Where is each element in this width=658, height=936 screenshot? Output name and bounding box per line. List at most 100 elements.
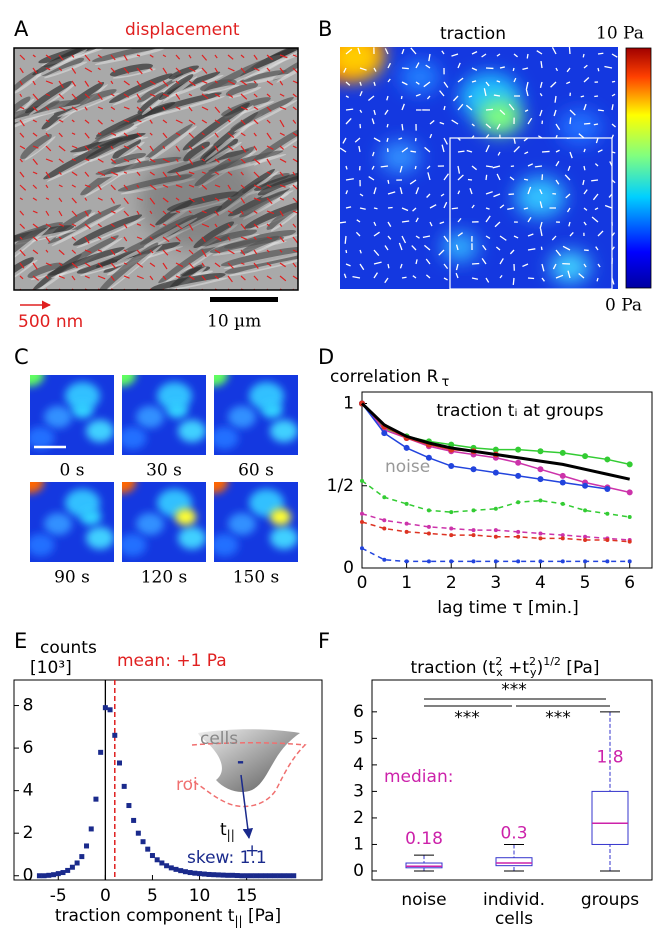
traction-arrow [443,105,446,111]
x-tick-label: groups [581,890,639,910]
disp-arrow [149,210,153,215]
cell-halo [153,277,229,290]
point [538,498,543,503]
blob [136,405,164,429]
traction-arrow [415,93,421,97]
disp-arrow [253,93,258,98]
traction-arrow [345,117,352,125]
disp-arrow [45,132,50,137]
traction-arrow [465,104,473,111]
disp-arrow [162,54,167,58]
traction-arrow [496,80,501,83]
x-tick-label: 5 [147,886,158,906]
annotation: traction tᵢ at groups [436,401,603,421]
plot-frame [371,679,653,881]
disp-arrow [110,145,114,150]
frame [214,375,298,455]
blob [214,533,239,557]
traction-arrow [412,207,417,212]
point [36,873,42,879]
frame-label: 120 s [141,568,188,588]
disp-arrow [227,54,234,60]
disp-arrow [45,275,49,280]
blob [122,426,147,450]
traction-arrow [540,246,543,251]
disp-arrow [19,210,25,216]
disp-arrow [253,158,261,165]
traction-arrow [468,95,473,98]
point [206,871,212,877]
disp-arrow [292,184,298,190]
traction-arrow [386,95,389,101]
traction-arrow [457,62,461,69]
y-tick-label: 1 [353,834,364,854]
disp-arrow [149,171,155,176]
traction-arrow [482,244,487,251]
point [131,817,137,823]
skew-label: skew: 1.1 [187,848,267,868]
blob [136,512,164,536]
disp-arrow [97,210,102,215]
traction-arrow [457,190,461,195]
frame [122,482,206,562]
traction-arrow [451,119,459,125]
point [403,444,410,451]
disp-arrow [136,171,141,176]
frame-label: 30 s [146,461,182,481]
disp-arrow [136,249,142,255]
disp-arrow [123,80,130,86]
disp-arrow [136,210,140,215]
disp-arrow [253,197,261,202]
blob [122,533,147,557]
point [560,501,565,506]
disp-arrow [253,80,257,84]
disp-arrow [279,54,288,59]
disp-arrow [32,54,36,58]
disp-arrow [19,106,25,110]
cell [91,48,162,62]
traction-arrow [426,165,431,170]
point [537,476,544,483]
traction-arrow [471,277,479,280]
disp-arrow [292,145,297,149]
traction-arrow [354,137,361,143]
disp-arrow [19,236,23,240]
traction-arrow [358,145,361,153]
traction-arrow [583,221,587,226]
disp-arrow [292,132,298,137]
traction-arrow [509,176,515,181]
cell [230,96,294,130]
traction-arrow [555,179,560,185]
traction-arrow [497,151,501,156]
traction-arrow [539,81,543,88]
cell-halo [223,250,298,270]
disp-arrow [279,119,285,128]
traction-arrow [373,249,380,257]
colorbar-max: 10 Pa [596,24,644,44]
disp-arrow [58,54,64,61]
disp-arrow [201,249,207,257]
disp-arrow [84,67,93,73]
point [60,870,66,876]
blob [72,401,93,419]
point [360,511,364,516]
disp-arrow [279,210,284,217]
cell [158,74,194,101]
traction-arrow [552,263,557,270]
t: 1/2 [543,655,561,668]
disp-arrow [84,132,90,139]
traction-arrow [398,242,403,251]
disp-arrow [214,275,219,280]
blob [380,141,420,173]
y-axis-unit: [10³] [30,658,72,678]
point [102,705,108,711]
disp-arrow [84,262,91,268]
traction-arrow [455,244,459,251]
disp-arrow [240,67,246,74]
point [404,559,409,564]
traction-arrow [386,123,389,128]
blob [228,405,256,429]
traction-arrow [340,221,347,224]
cell-halo [94,48,165,65]
